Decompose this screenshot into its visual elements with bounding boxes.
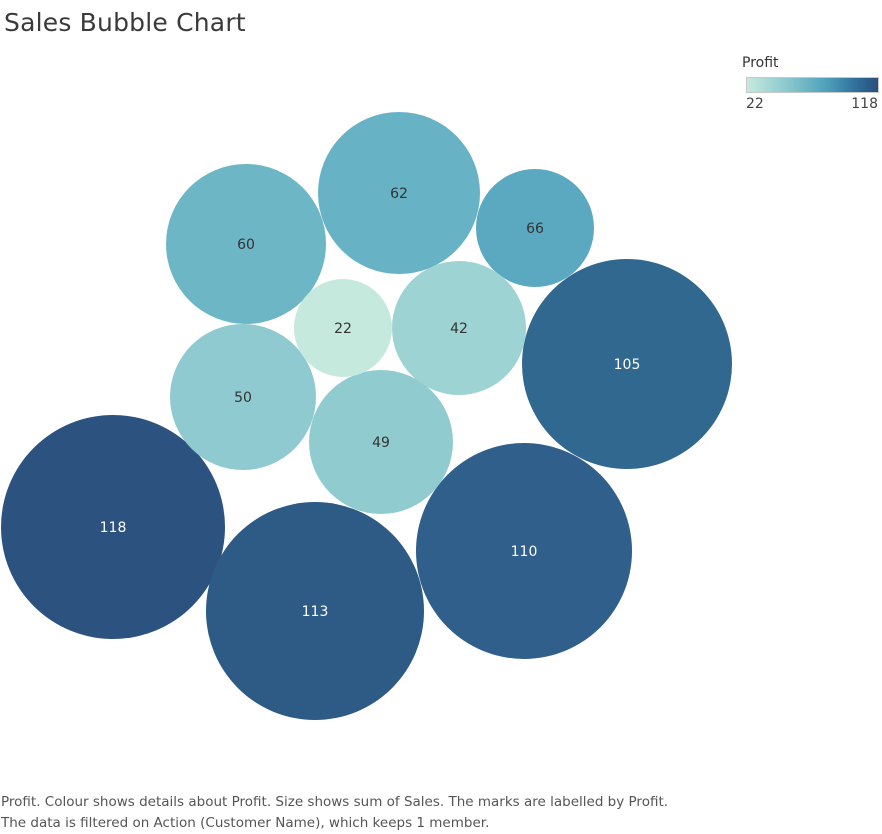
bubble-mark[interactable] <box>206 502 424 720</box>
bubble-113[interactable]: 113 <box>206 502 424 720</box>
legend-min-label: 22 <box>746 96 764 112</box>
bubble-label: 62 <box>390 186 408 202</box>
bubble-label: 49 <box>372 435 390 451</box>
color-legend: Profit 22 118 <box>742 55 879 115</box>
bubble-105[interactable]: 105 <box>522 259 732 469</box>
bubble-plot: 118 113 110 105 66 62 60 50 49 42 22 <box>1 112 732 720</box>
bubble-label: 66 <box>526 221 544 237</box>
legend-title: Profit <box>742 55 779 71</box>
bubble-118[interactable]: 118 <box>1 415 225 639</box>
bubble-label: 22 <box>334 321 352 337</box>
bubble-mark[interactable] <box>170 324 316 470</box>
bubble-label: 118 <box>100 520 127 536</box>
bubble-label: 105 <box>614 357 641 373</box>
bubble-mark[interactable] <box>318 112 480 274</box>
bubble-mark[interactable] <box>392 261 526 395</box>
bubble-mark[interactable] <box>476 169 594 287</box>
bubble-mark[interactable] <box>294 279 392 377</box>
bubble-62[interactable]: 62 <box>318 112 480 274</box>
chart-caption: Profit. Colour shows details about Profi… <box>1 792 668 834</box>
bubble-66[interactable]: 66 <box>476 169 594 287</box>
bubble-110[interactable]: 110 <box>416 443 632 659</box>
bubble-mark[interactable] <box>309 370 453 514</box>
chart-title: Sales Bubble Chart <box>4 8 246 37</box>
bubble-mark[interactable] <box>522 259 732 469</box>
bubble-mark[interactable] <box>1 415 225 639</box>
bubble-22[interactable]: 22 <box>294 279 392 377</box>
bubble-label: 42 <box>450 321 468 337</box>
caption-line-2: The data is filtered on Action (Customer… <box>1 815 490 831</box>
legend-max-label: 118 <box>851 96 878 112</box>
bubble-label: 60 <box>237 237 255 253</box>
bubble-label: 110 <box>511 544 538 560</box>
bubble-49[interactable]: 49 <box>309 370 453 514</box>
bubble-mark[interactable] <box>416 443 632 659</box>
caption-line-1: Profit. Colour shows details about Profi… <box>1 794 669 810</box>
legend-gradient-bar <box>746 77 879 93</box>
bubble-60[interactable]: 60 <box>166 164 326 324</box>
bubble-label: 113 <box>302 604 329 620</box>
bubble-42[interactable]: 42 <box>392 261 526 395</box>
bubble-label: 50 <box>234 390 252 406</box>
bubble-mark[interactable] <box>166 164 326 324</box>
bubble-50[interactable]: 50 <box>170 324 316 470</box>
